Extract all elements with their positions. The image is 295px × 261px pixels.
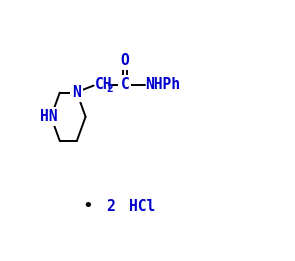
Text: NHPh: NHPh [145, 77, 181, 92]
Text: HCl: HCl [129, 199, 155, 214]
Text: 2: 2 [106, 199, 114, 214]
Text: C: C [121, 77, 129, 92]
Text: CH: CH [95, 77, 112, 92]
Text: O: O [121, 53, 129, 68]
Text: HN: HN [40, 109, 58, 124]
Text: N: N [73, 85, 81, 100]
Text: 2: 2 [106, 84, 113, 94]
Text: •: • [82, 197, 93, 215]
